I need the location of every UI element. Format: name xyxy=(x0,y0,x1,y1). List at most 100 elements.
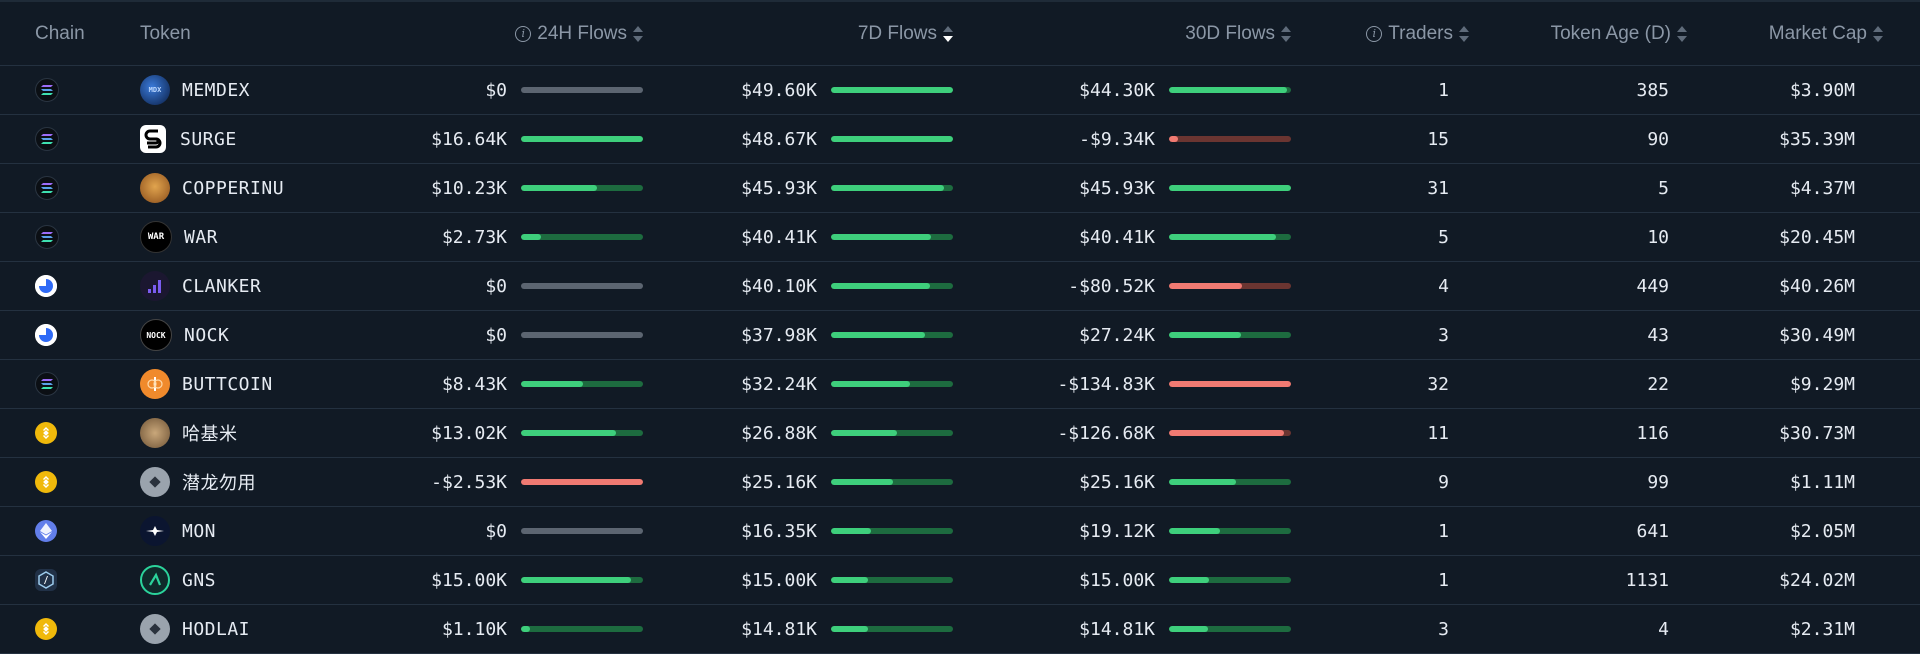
traders-value: 1 xyxy=(1438,520,1449,542)
token-age-value: 43 xyxy=(1647,324,1669,346)
flows-30d-value: $15.00K xyxy=(1079,569,1155,591)
table-row[interactable]: 哈基米 $13.02K $26.88K -$126.68K 11 116 $30.73M xyxy=(0,409,1920,458)
flows-7d-cell: $25.16K xyxy=(645,472,955,493)
flows-7d-value: $32.24K xyxy=(741,373,817,395)
info-icon[interactable]: i xyxy=(515,25,532,42)
flows-30d-value: -$126.68K xyxy=(1057,422,1155,444)
token-cell[interactable]: 潜龙勿用 xyxy=(140,467,380,497)
token-symbol[interactable]: WAR xyxy=(184,226,219,248)
flows-30d-cell: $45.93K xyxy=(955,178,1293,199)
token-symbol[interactable]: SURGE xyxy=(180,128,237,150)
token-cell[interactable]: GNS xyxy=(140,565,380,595)
flows-30d-bar-fill xyxy=(1169,626,1209,632)
chain-cell xyxy=(0,471,140,493)
col-7d-flows-header[interactable]: 7D Flows xyxy=(645,23,955,45)
token-cell[interactable]: MON xyxy=(140,516,380,546)
flows-7d-cell: $32.24K xyxy=(645,374,955,395)
table-row[interactable]: SURGE $16.64K $48.67K -$9.34K 15 90 $35.39M xyxy=(0,115,1920,164)
col-token-header: Token xyxy=(140,22,191,44)
flows-7d-bar xyxy=(831,430,953,436)
token-cell[interactable]: NOCK NOCK xyxy=(140,319,380,351)
flows-7d-cell: $45.93K xyxy=(645,178,955,199)
market-cap-cell: $24.02M xyxy=(1691,570,1887,591)
flows-24h-bar-fill xyxy=(521,136,643,142)
table-row[interactable]: NOCK NOCK $0 $37.98K $27.24K 3 43 $30.49M xyxy=(0,311,1920,360)
table-row[interactable]: MDX MEMDEX $0 $49.60K $44.30K 1 385 $3.90M xyxy=(0,66,1920,115)
market-cap-cell: $40.26M xyxy=(1691,276,1887,297)
token-symbol[interactable]: 潜龙勿用 xyxy=(182,473,256,494)
flows-24h-value: $0 xyxy=(485,275,507,297)
sort-icon xyxy=(1281,25,1291,42)
token-age-cell: 22 xyxy=(1471,374,1691,395)
info-icon[interactable]: i xyxy=(1366,25,1383,42)
table-row[interactable]: CLANKER $0 $40.10K -$80.52K 4 449 $40.26M xyxy=(0,262,1920,311)
token-symbol[interactable]: 哈基米 xyxy=(182,424,238,445)
token-symbol[interactable]: MON xyxy=(182,520,217,542)
col-age-header[interactable]: Token Age (D) xyxy=(1471,23,1691,45)
token-cell[interactable]: BUTTCOIN xyxy=(140,369,380,399)
token-cell[interactable]: 哈基米 xyxy=(140,418,380,448)
table-row[interactable]: GNS $15.00K $15.00K $15.00K 1 1131 $24.02M xyxy=(0,556,1920,605)
market-cap-value: $40.26M xyxy=(1779,275,1855,297)
flows-7d-bar-fill xyxy=(831,185,945,191)
sort-desc-icon xyxy=(943,25,953,42)
divider xyxy=(0,0,1920,2)
flows-30d-bar-fill xyxy=(1169,87,1288,93)
table-row[interactable]: HODLAI $1.10K $14.81K $14.81K 3 4 $2.31M xyxy=(0,605,1920,654)
col-traders-header[interactable]: i Traders xyxy=(1293,23,1471,45)
market-cap-cell: $4.37M xyxy=(1691,178,1887,199)
flows-30d-cell: $27.24K xyxy=(955,325,1293,346)
flows-30d-bar-fill xyxy=(1169,577,1210,583)
traders-value: 15 xyxy=(1427,128,1449,150)
token-symbol[interactable]: COPPERINU xyxy=(182,177,285,199)
traders-cell: 1 xyxy=(1293,521,1471,542)
token-symbol[interactable]: HODLAI xyxy=(182,618,251,640)
chain-cell xyxy=(0,520,140,542)
table-row[interactable]: BUTTCOIN $8.43K $32.24K -$134.83K 32 22 $9.29M xyxy=(0,360,1920,409)
token-symbol[interactable]: NOCK xyxy=(184,324,230,346)
col-24h-flows-header[interactable]: i 24H Flows xyxy=(380,23,645,45)
flows-24h-value: $2.73K xyxy=(441,226,507,248)
flows-7d-cell: $15.00K xyxy=(645,570,955,591)
base-chain-icon xyxy=(35,275,57,297)
table-row[interactable]: 潜龙勿用 -$2.53K $25.16K $25.16K 9 99 $1.11M xyxy=(0,458,1920,507)
token-symbol[interactable]: GNS xyxy=(182,569,217,591)
token-symbol[interactable]: CLANKER xyxy=(182,275,262,297)
market-cap-value: $20.45M xyxy=(1779,226,1855,248)
flows-30d-value: $14.81K xyxy=(1079,618,1155,640)
flows-30d-cell: -$9.34K xyxy=(955,129,1293,150)
flows-24h-bar xyxy=(521,185,643,191)
traders-value: 11 xyxy=(1427,422,1449,444)
token-cell[interactable]: CLANKER xyxy=(140,271,380,301)
table-row[interactable]: COPPERINU $10.23K $45.93K $45.93K 31 5 $4.37M xyxy=(0,164,1920,213)
buttcoin-icon xyxy=(140,369,182,399)
flows-7d-value: $14.81K xyxy=(741,618,817,640)
flows-7d-bar-fill xyxy=(831,626,868,632)
market-cap-value: $24.02M xyxy=(1779,569,1855,591)
token-cell[interactable]: WAR WAR xyxy=(140,221,380,253)
copperinu-icon xyxy=(140,173,182,203)
flows-24h-cell: $0 xyxy=(380,276,645,297)
chain-cell xyxy=(0,372,140,396)
flows-30d-bar xyxy=(1169,528,1291,534)
traders-cell: 4 xyxy=(1293,276,1471,297)
token-symbol[interactable]: MEMDEX xyxy=(182,79,251,101)
traders-cell: 31 xyxy=(1293,178,1471,199)
flows-24h-value: $13.02K xyxy=(431,422,507,444)
col-30d-flows-label: 30D Flows xyxy=(1185,22,1275,44)
token-cell[interactable]: HODLAI xyxy=(140,614,380,644)
flows-7d-bar xyxy=(831,332,953,338)
col-mcap-header[interactable]: Market Cap xyxy=(1691,23,1887,45)
bnb-chain-icon xyxy=(35,422,57,444)
col-30d-flows-header[interactable]: 30D Flows xyxy=(955,23,1293,45)
table-row[interactable]: MON $0 $16.35K $19.12K 1 641 $2.05M xyxy=(0,507,1920,556)
token-cell[interactable]: MDX MEMDEX xyxy=(140,75,380,105)
token-age-value: 449 xyxy=(1636,275,1669,297)
table-row[interactable]: WAR WAR $2.73K $40.41K $40.41K 5 10 $20.45M xyxy=(0,213,1920,262)
token-cell[interactable]: COPPERINU xyxy=(140,173,380,203)
market-cap-value: $9.29M xyxy=(1789,373,1855,395)
traders-value: 4 xyxy=(1438,275,1449,297)
token-cell[interactable]: SURGE xyxy=(140,125,380,153)
token-symbol[interactable]: BUTTCOIN xyxy=(182,373,273,395)
gns-icon xyxy=(140,565,182,595)
